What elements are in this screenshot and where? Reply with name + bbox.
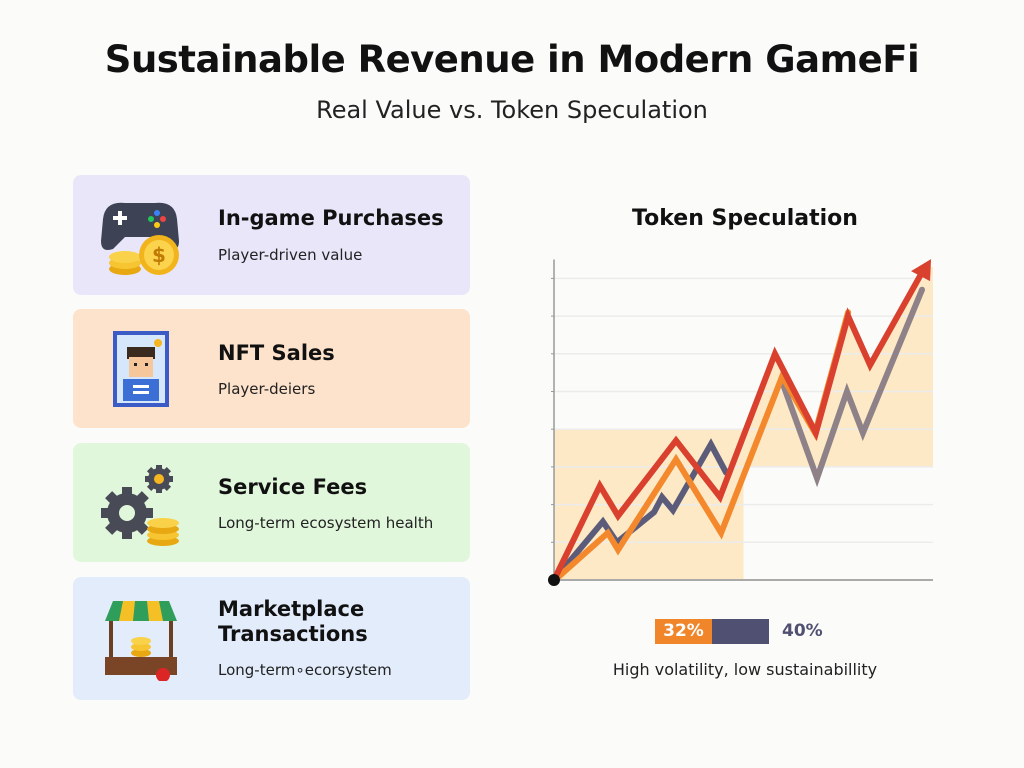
gears-coins-icon — [101, 465, 179, 546]
card-title: In-game Purchases — [218, 206, 444, 230]
page-title: Sustainable Revenue in Modern GameFi — [104, 38, 920, 81]
nft-character-card-icon — [113, 331, 169, 407]
series-line-red — [551, 264, 929, 583]
percent-bar-segment-1: 32% — [655, 619, 712, 644]
page-subtitle: Real Value vs. Token Speculation — [316, 96, 708, 124]
chart-caption: High volatility, low sustainabillity — [612, 660, 878, 679]
card-description: Player-driven value — [218, 246, 363, 264]
trend-arrowhead-icon — [911, 259, 932, 282]
market-stall-icon — [105, 601, 177, 681]
card-description: Long-term ecosystem health — [218, 514, 434, 532]
chart-title: Token Speculation — [632, 206, 858, 231]
card-title: Marketplace Transactions — [218, 597, 368, 646]
svg-text:$: $ — [152, 243, 166, 267]
card-title: Service Fees — [218, 475, 368, 499]
card-service-fees: Service Fees Long-term ecosystem health — [73, 443, 470, 562]
percent-label-2: 40% — [782, 621, 823, 641]
card-description: Player-deiers — [218, 380, 316, 398]
percent-bar-segment-2 — [712, 619, 769, 644]
gamepad-coins-icon: $ — [101, 202, 179, 275]
series-line-navy-gray — [551, 438, 730, 583]
card-marketplace-transactions: Marketplace Transactions Long-term∘ecors… — [73, 577, 470, 700]
card-description: Long-term∘ecorsystem — [218, 661, 392, 679]
origin-dot — [548, 574, 560, 586]
card-title: NFT Sales — [218, 341, 335, 365]
card-in-game-purchases: $ In-game Purchases Player-driven value — [73, 175, 470, 295]
card-nft-sales: NFT Sales Player-deiers — [73, 309, 470, 428]
series-line-gray — [779, 286, 926, 488]
